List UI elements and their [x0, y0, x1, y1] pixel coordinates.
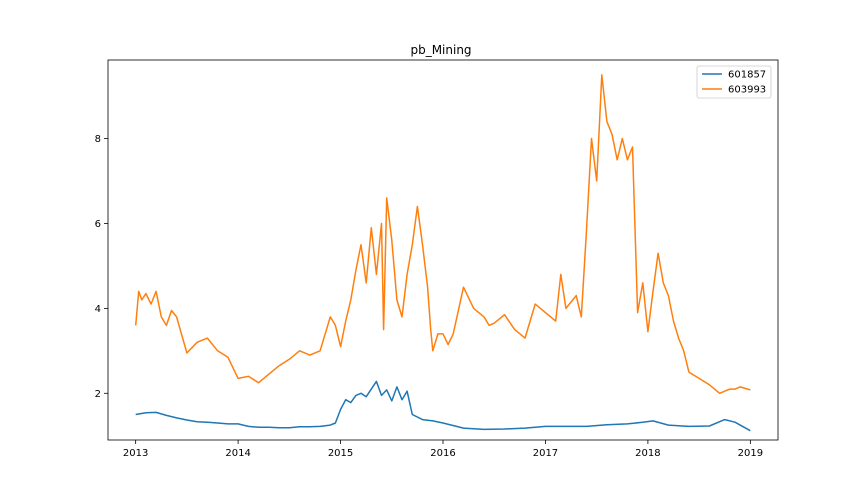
- y-tick-label: 4: [95, 304, 101, 315]
- series-line-601857: [135, 380, 751, 432]
- x-tick-label: 2013: [123, 448, 148, 459]
- y-tick-label: 2: [95, 389, 101, 400]
- x-tick-label: 2015: [328, 448, 353, 459]
- y-axis: 2 4 6 8: [95, 134, 108, 400]
- chart-title: pb_Mining: [410, 43, 471, 57]
- legend-label-603993: 603993: [728, 85, 766, 96]
- x-tick-label: 2018: [635, 448, 660, 459]
- x-axis: 2013 2014 2015 2016 2017 2018 2019: [123, 440, 763, 459]
- legend-label-601857: 601857: [728, 70, 766, 81]
- y-tick-label: 8: [95, 134, 101, 145]
- x-tick-label: 2017: [533, 448, 558, 459]
- x-tick-label: 2014: [225, 448, 250, 459]
- x-tick-label: 2016: [430, 448, 455, 459]
- series-layer: [134, 74, 751, 432]
- x-tick-label: 2019: [738, 448, 763, 459]
- series-line-603993: [134, 74, 751, 395]
- y-tick-label: 6: [95, 219, 101, 230]
- legend: 601857 603993: [696, 65, 772, 99]
